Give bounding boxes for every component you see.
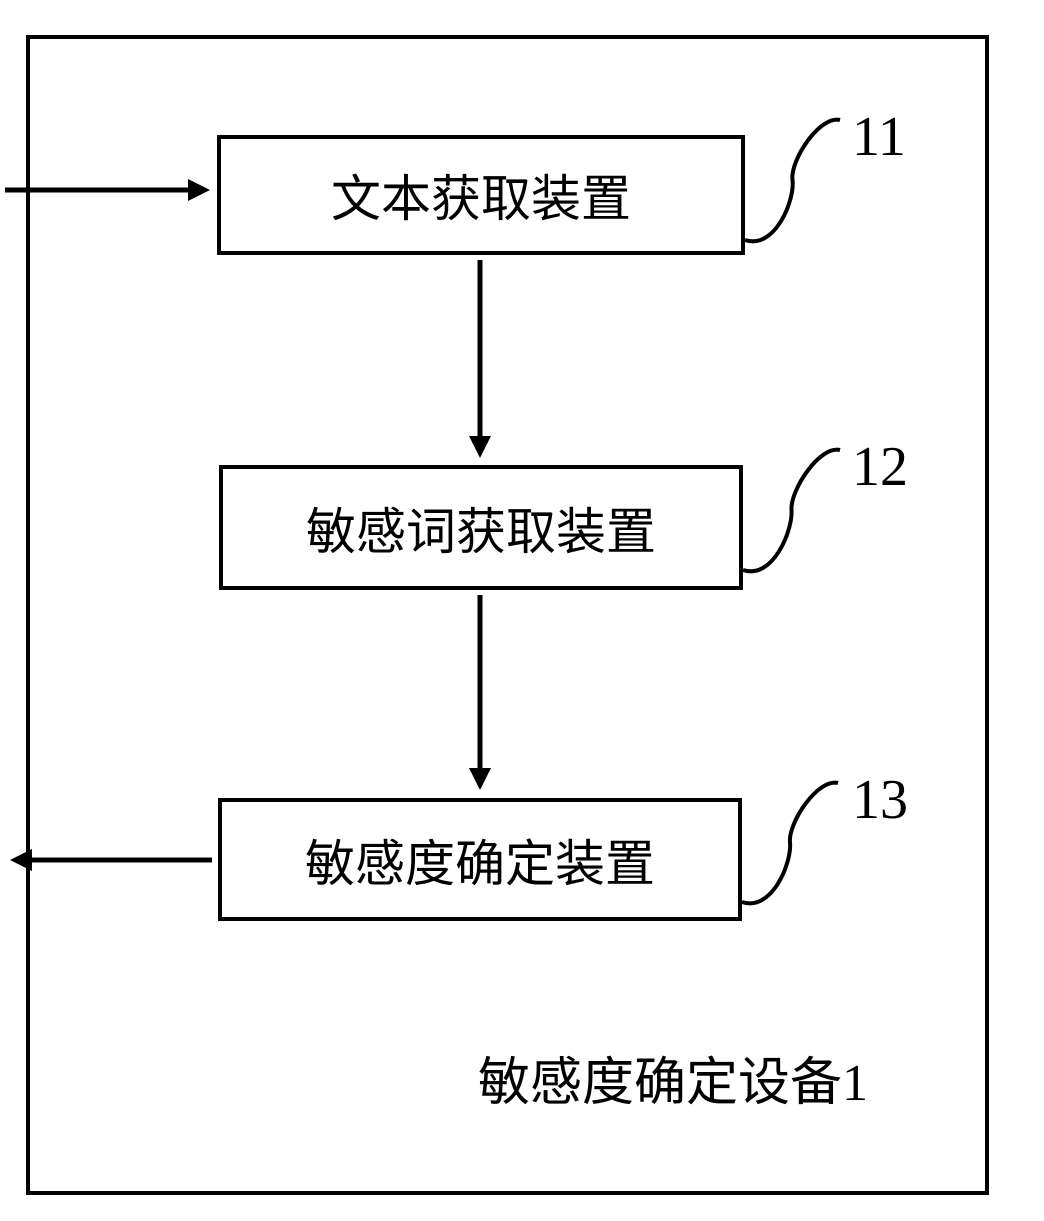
- arrow-layer: [0, 0, 1044, 1221]
- diagram-container: 文本获取装置 11 敏感词获取装置 12 敏感度确定装置 13 敏感度确定设备1: [0, 0, 1044, 1221]
- curves-group: [742, 120, 840, 904]
- edges-group: [5, 179, 491, 871]
